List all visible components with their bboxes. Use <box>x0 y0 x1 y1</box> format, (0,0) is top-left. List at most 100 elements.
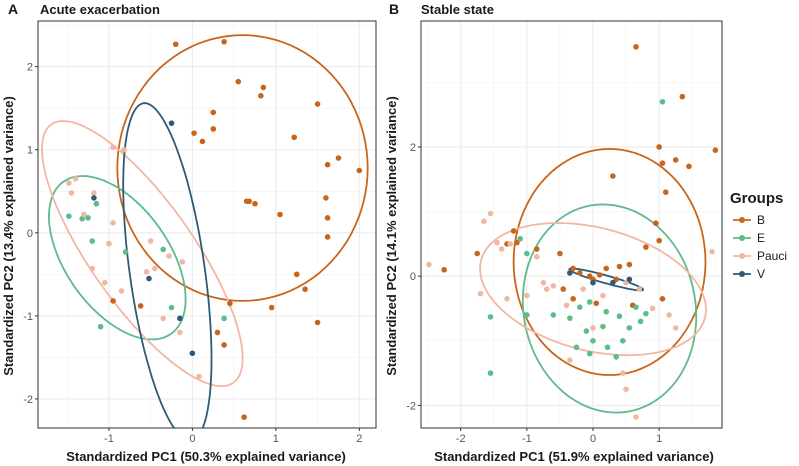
point-pauci <box>709 248 715 255</box>
legend-label: E <box>757 231 765 245</box>
point-pauci <box>567 357 573 363</box>
point-b <box>686 163 692 170</box>
point-e <box>604 344 611 351</box>
point-e <box>637 318 644 325</box>
point-e <box>643 310 649 317</box>
panel-b-title: Stable state <box>421 2 494 17</box>
point-pauci <box>481 218 487 225</box>
panel-stable-state: B Stable state -2 -1 0 1 -2 0 2 Standardized P… <box>384 1 723 464</box>
point-pauci <box>118 288 125 294</box>
point-e <box>93 200 100 207</box>
point-e <box>583 328 590 334</box>
point-pauci <box>636 286 643 292</box>
point-b <box>291 134 298 141</box>
point-pauci <box>147 238 154 244</box>
point-b <box>596 272 603 278</box>
legend-label: B <box>757 213 765 227</box>
point-b <box>570 265 576 272</box>
point-b <box>314 101 321 107</box>
y-tick-label: 0 <box>410 271 416 283</box>
point-pauci <box>152 265 158 272</box>
legend-item-pauci: Pauci <box>733 249 787 263</box>
legend-label: Pauci <box>757 249 787 263</box>
plot-border-a <box>37 20 377 429</box>
point-e <box>97 323 104 330</box>
panel-b-ylabel: Standardized PC2 (14.1% explained varian… <box>384 96 399 376</box>
point-pauci <box>426 261 432 268</box>
point-pauci <box>196 373 202 380</box>
ellipse-pauci <box>41 120 244 388</box>
panel-a-ylabel: Standardized PC2 (13.4% explained varian… <box>1 96 16 376</box>
point-b <box>246 198 252 205</box>
point-b <box>110 298 116 304</box>
point-e <box>85 215 91 221</box>
point-b <box>227 300 233 307</box>
legend-title: Groups <box>730 190 783 207</box>
point-pauci <box>91 190 97 196</box>
point-pauci <box>533 254 540 260</box>
point-pauci <box>504 295 510 302</box>
point-e <box>66 213 72 219</box>
point-v <box>567 270 573 276</box>
y-tick-label: -2 <box>23 394 33 406</box>
plot-background-a <box>38 21 376 428</box>
point-b <box>356 167 363 174</box>
point-pauci <box>600 292 606 299</box>
point-e <box>626 325 633 331</box>
point-b <box>258 92 264 99</box>
x-tick-label: 1 <box>273 433 279 445</box>
point-b <box>210 109 217 116</box>
panel-acute-exacerbation: A Acute exacerbation -1 0 1 2 -2 -1 0 1 2 Standa… <box>1 1 377 464</box>
x-tick-label: 1 <box>656 433 662 445</box>
point-pauci <box>110 220 116 226</box>
point-pauci <box>89 265 96 272</box>
point-b <box>643 244 649 250</box>
point-e <box>122 249 129 255</box>
ellipse-pauci <box>479 222 707 357</box>
point-pauci <box>477 290 484 297</box>
point-b <box>712 147 719 154</box>
point-b <box>659 295 666 302</box>
point-pauci <box>179 259 186 265</box>
point-b <box>335 155 342 161</box>
point-pauci <box>550 283 557 289</box>
point-pauci <box>623 386 629 393</box>
legend-label: V <box>757 267 765 281</box>
point-b <box>137 303 144 309</box>
panel-a-xlabel: Standardized PC1 (50.3% explained varian… <box>66 449 346 464</box>
point-v <box>168 120 175 126</box>
point-b <box>221 342 227 348</box>
point-pauci <box>494 239 500 246</box>
point-pauci <box>498 246 505 252</box>
point-e <box>168 304 175 311</box>
point-b <box>323 195 329 201</box>
point-pauci <box>68 190 75 196</box>
x-tick-label: -2 <box>456 433 466 445</box>
point-e <box>567 315 573 321</box>
point-pauci <box>160 315 166 322</box>
point-e <box>487 370 494 376</box>
point-e <box>221 315 227 322</box>
point-b <box>679 93 686 100</box>
x-tick-label: 0 <box>189 433 195 445</box>
point-e <box>633 304 639 310</box>
point-b <box>199 138 206 145</box>
point-b <box>268 304 275 311</box>
point-b <box>570 295 576 302</box>
x-tick-label: -1 <box>104 433 114 445</box>
point-b <box>210 126 217 132</box>
point-b <box>252 200 258 207</box>
point-pauci <box>110 144 116 151</box>
plot-area-b: -2 -1 0 1 -2 0 2 <box>406 20 723 445</box>
y-tick-label: 1 <box>27 145 33 157</box>
point-b <box>633 44 639 50</box>
point-b <box>324 161 331 168</box>
point-b <box>510 228 517 234</box>
point-b <box>626 261 633 268</box>
point-b <box>191 130 197 136</box>
point-b <box>277 211 283 218</box>
point-pauci <box>672 325 679 331</box>
point-pauci <box>106 240 112 247</box>
point-b <box>302 286 308 293</box>
y-tick-label: -2 <box>406 400 416 412</box>
